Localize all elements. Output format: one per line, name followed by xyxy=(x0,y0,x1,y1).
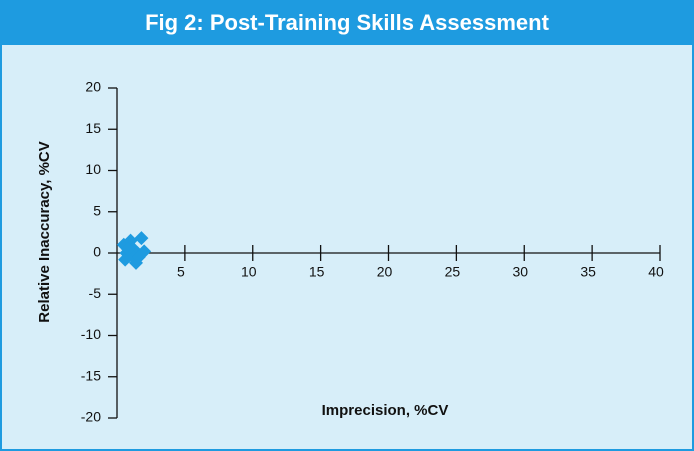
point xyxy=(120,241,135,256)
x-tick-label: 10 xyxy=(241,264,257,280)
chart-title: Fig 2: Post-Training Skills Assessment xyxy=(145,10,550,35)
x-tick-label: 20 xyxy=(377,264,393,280)
point xyxy=(131,250,146,265)
point xyxy=(118,252,133,267)
y-tick-label: 15 xyxy=(85,120,101,136)
title-bar xyxy=(0,0,694,45)
point xyxy=(134,231,149,246)
x-tick-label: 15 xyxy=(309,264,325,280)
x-tick-label: 30 xyxy=(512,264,528,280)
x-tick-label: 25 xyxy=(445,264,461,280)
y-tick-label: 0 xyxy=(93,244,101,260)
y-tick-label: 5 xyxy=(93,202,101,218)
x-axis-label: Imprecision, %CV xyxy=(322,402,449,419)
y-tick-label: 20 xyxy=(85,79,101,95)
y-tick-label: -5 xyxy=(89,285,102,301)
y-tick-label: 10 xyxy=(85,161,101,177)
x-tick-label: 35 xyxy=(580,264,596,280)
y-axis-label: Relative Inaccuracy, %CV xyxy=(36,141,53,322)
point xyxy=(116,237,131,252)
y-tick-label: -15 xyxy=(81,367,101,383)
x-tick-label: 5 xyxy=(177,264,185,280)
y-tick-label: -10 xyxy=(81,326,101,342)
x-tick-label: 40 xyxy=(648,264,664,280)
y-tick-label: -20 xyxy=(81,409,101,425)
